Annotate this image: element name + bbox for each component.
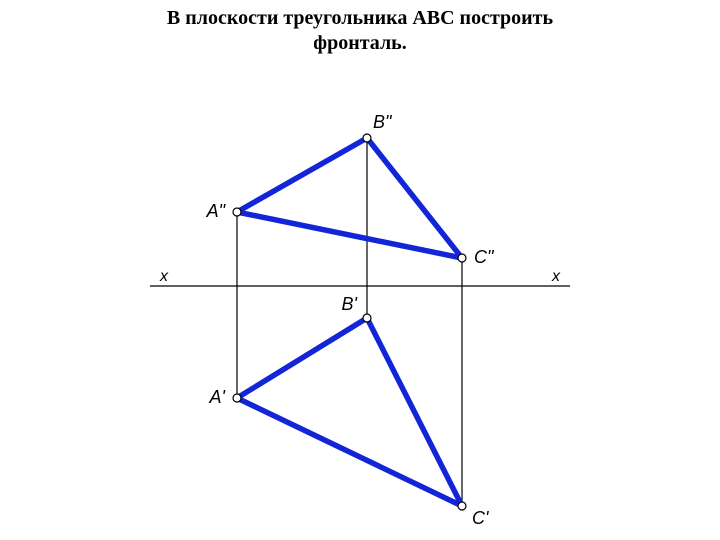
point-A2 (233, 208, 241, 216)
title-line-2: фронталь. (313, 32, 407, 54)
point-B1 (363, 314, 371, 322)
point-B2 (363, 134, 371, 142)
triangle-horizontal (237, 318, 462, 506)
title-line-1: В плоскости треугольника АВС построить (167, 7, 553, 29)
point-A1-label: A' (209, 387, 226, 407)
triangle-frontal (237, 138, 462, 258)
diagram-svg: x x A" B" C" A' B' C' (0, 56, 720, 536)
x-axis-label-left: x (159, 268, 169, 285)
point-C2-label: C" (474, 247, 495, 267)
page-title: В плоскости треугольника АВС построить ф… (0, 0, 720, 56)
point-B1-label: B' (342, 294, 358, 314)
point-C2 (458, 254, 466, 262)
x-axis-label-right: x (551, 268, 561, 285)
point-C1-label: C' (472, 508, 489, 528)
point-B2-label: B" (373, 112, 393, 132)
point-A1 (233, 394, 241, 402)
diagram-canvas: x x A" B" C" A' B' C' (0, 56, 720, 536)
point-C1 (458, 502, 466, 510)
point-A2-label: A" (206, 201, 227, 221)
